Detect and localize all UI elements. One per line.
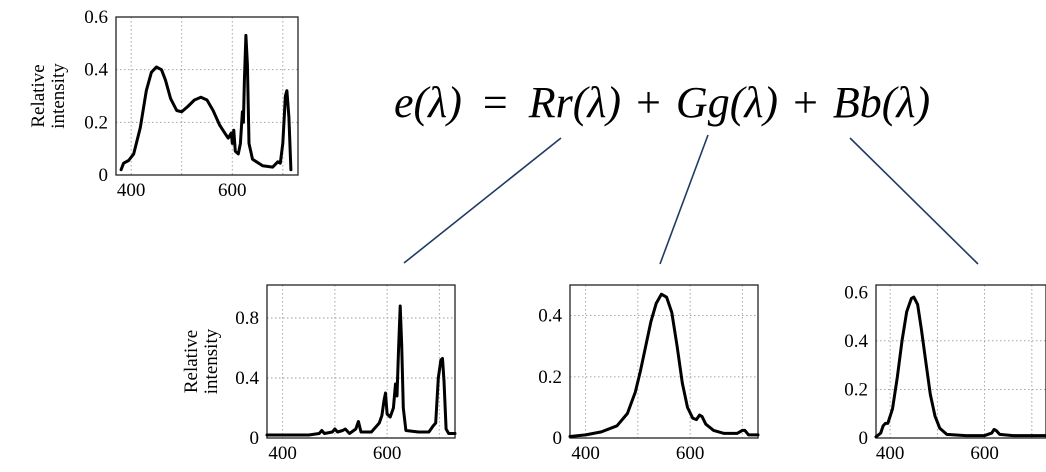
x-tick-label: 600 — [373, 443, 402, 464]
equation: e(λ) = Rr(λ) + Gg(λ) + Bb(λ) — [394, 78, 930, 127]
x-tick-label: 400 — [268, 443, 297, 464]
chart-red: 400 600 0 0.4 0.8 Relative intensity — [181, 284, 457, 464]
y-tick-label: 0.6 — [844, 282, 868, 303]
spectrum-curve-total — [119, 33, 293, 172]
y-tick-label: 0.2 — [844, 379, 868, 400]
y-tick-label: 0 — [99, 165, 109, 186]
equation-plus-1: + — [636, 78, 661, 127]
x-tick-label: 400 — [571, 443, 600, 464]
y-tick-label: 0.6 — [84, 7, 108, 28]
y-tick-label: 0.8 — [235, 308, 259, 329]
x-tick-label: 400 — [117, 180, 146, 201]
plot-frame — [115, 16, 299, 176]
equation-term-g: Gg(λ) — [676, 78, 778, 127]
y-tick-label: 0.4 — [538, 306, 562, 327]
x-tick-label: 600 — [218, 180, 247, 201]
chart-green: 400 600 0 0.2 0.4 — [538, 284, 760, 464]
spectrum-curve-green — [568, 292, 760, 438]
y-tick-label: 0.4 — [235, 368, 259, 389]
equation-equals: = — [483, 78, 508, 127]
spectrum-curve-red — [265, 304, 457, 437]
plot-frame — [569, 284, 759, 439]
y-tick-label: 0.4 — [84, 60, 108, 81]
chart-blue: 400 600 0 0.2 0.4 0.6 — [844, 282, 1046, 464]
plot-frame — [875, 284, 1046, 439]
x-tick-label: 400 — [876, 443, 905, 464]
y-tick-label: 0 — [250, 428, 260, 449]
y-axis-label: Relative — [28, 64, 49, 127]
equation-term-b: Bb(λ) — [833, 78, 930, 127]
spectrum-curve-blue — [874, 295, 1046, 439]
connector-blue — [849, 137, 979, 265]
y-tick-label: 0.2 — [84, 112, 108, 133]
y-axis-label: intensity — [201, 328, 222, 394]
y-tick-label: 0.4 — [844, 331, 868, 352]
connector-red — [403, 137, 562, 264]
connector-green — [659, 134, 709, 265]
equation-lhs: e(λ) — [394, 78, 462, 127]
chart-total: 400 600 0 0.2 0.4 0.6 Relative intensity — [28, 7, 299, 201]
y-tick-label: 0.2 — [538, 367, 562, 388]
plot-frame — [266, 284, 456, 439]
x-tick-label: 600 — [676, 443, 705, 464]
y-tick-label: 0 — [859, 428, 869, 449]
equation-term-r: Rr(λ) — [528, 78, 621, 127]
y-axis-label: Relative — [181, 330, 202, 393]
y-tick-label: 0 — [553, 428, 563, 449]
equation-plus-2: + — [793, 78, 818, 127]
x-tick-label: 600 — [970, 443, 999, 464]
y-axis-label: intensity — [48, 63, 69, 129]
